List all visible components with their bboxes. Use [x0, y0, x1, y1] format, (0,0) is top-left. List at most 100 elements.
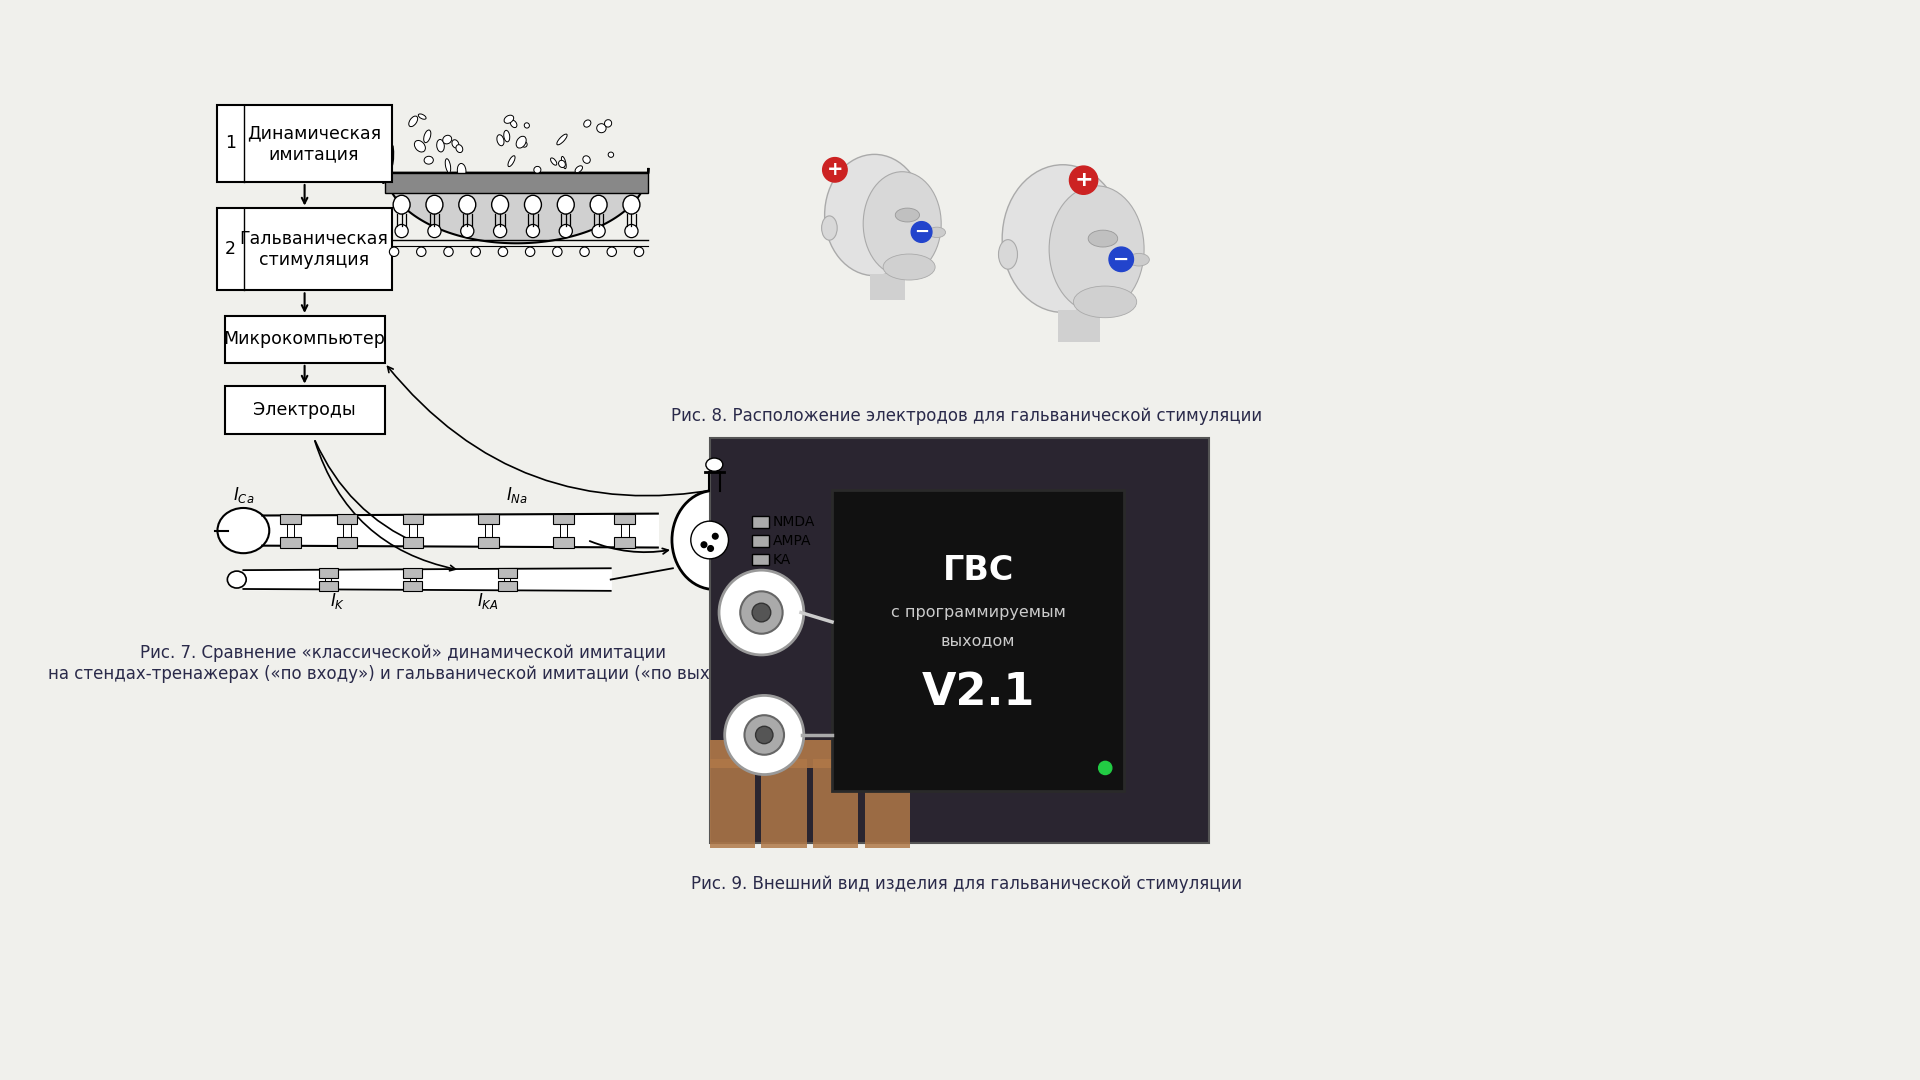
Ellipse shape: [445, 159, 451, 173]
Ellipse shape: [584, 156, 589, 163]
Bar: [870, 274, 904, 300]
Text: $I_{KA}$: $I_{KA}$: [478, 591, 499, 611]
Ellipse shape: [522, 141, 528, 147]
Ellipse shape: [394, 195, 411, 214]
Bar: [217, 105, 392, 183]
Circle shape: [756, 726, 774, 744]
Bar: [753, 554, 770, 566]
Ellipse shape: [516, 136, 526, 148]
Ellipse shape: [1002, 165, 1123, 312]
Bar: [403, 568, 422, 578]
Ellipse shape: [1048, 186, 1144, 312]
Ellipse shape: [597, 124, 607, 133]
Text: Динамическая
имитация: Динамическая имитация: [248, 124, 380, 163]
Ellipse shape: [415, 140, 426, 152]
Text: Гальваническая
стимуляция: Гальваническая стимуляция: [240, 230, 388, 269]
Circle shape: [712, 534, 718, 539]
Circle shape: [493, 225, 507, 238]
Text: $I_{K}$: $I_{K}$: [330, 591, 346, 611]
Text: +: +: [828, 160, 843, 179]
Bar: [403, 514, 422, 524]
Ellipse shape: [444, 135, 451, 144]
Ellipse shape: [492, 195, 509, 214]
Text: AMPA: AMPA: [772, 534, 812, 548]
Circle shape: [559, 225, 572, 238]
Bar: [217, 208, 392, 291]
Bar: [814, 758, 858, 848]
Bar: [497, 581, 516, 591]
Bar: [384, 173, 649, 193]
Ellipse shape: [451, 139, 459, 148]
Bar: [1058, 310, 1100, 342]
Bar: [280, 514, 301, 524]
Circle shape: [1110, 247, 1133, 271]
Ellipse shape: [217, 508, 269, 553]
Ellipse shape: [622, 195, 639, 214]
Bar: [225, 387, 384, 433]
Text: ГВС: ГВС: [943, 554, 1014, 586]
Bar: [710, 740, 935, 768]
Text: −: −: [1114, 249, 1129, 269]
Circle shape: [526, 225, 540, 238]
Text: $I_{Na}$: $I_{Na}$: [505, 485, 528, 505]
Bar: [336, 537, 357, 548]
Circle shape: [720, 570, 804, 654]
Bar: [403, 581, 422, 591]
Ellipse shape: [505, 116, 515, 123]
Ellipse shape: [457, 163, 467, 178]
Text: Рис. 8. Расположение электродов для гальванической стимуляции: Рис. 8. Расположение электродов для галь…: [672, 407, 1261, 424]
Ellipse shape: [419, 114, 426, 119]
Bar: [319, 568, 338, 578]
Ellipse shape: [559, 160, 564, 167]
Bar: [403, 537, 422, 548]
Bar: [753, 516, 770, 528]
Ellipse shape: [557, 195, 574, 214]
Circle shape: [526, 247, 536, 256]
Ellipse shape: [883, 254, 935, 280]
Text: KA: KA: [772, 553, 791, 567]
Ellipse shape: [998, 240, 1018, 269]
Ellipse shape: [589, 195, 607, 214]
Ellipse shape: [927, 227, 945, 238]
Bar: [478, 537, 499, 548]
Text: Рис. 9. Внешний вид изделия для гальванической стимуляции: Рис. 9. Внешний вид изделия для гальвани…: [691, 875, 1242, 893]
Text: Рис. 7. Сравнение «классической» динамической имитации: Рис. 7. Сравнение «классической» динамич…: [140, 644, 666, 662]
Ellipse shape: [609, 152, 614, 158]
Ellipse shape: [227, 571, 246, 588]
Text: 1: 1: [225, 134, 236, 152]
Ellipse shape: [503, 131, 509, 141]
Ellipse shape: [509, 156, 515, 166]
Circle shape: [822, 158, 847, 183]
Ellipse shape: [511, 120, 516, 127]
Circle shape: [470, 247, 480, 256]
Ellipse shape: [1073, 286, 1137, 318]
Ellipse shape: [455, 145, 463, 152]
Bar: [753, 536, 770, 546]
Circle shape: [580, 247, 589, 256]
Ellipse shape: [424, 130, 430, 143]
Ellipse shape: [824, 154, 924, 275]
Circle shape: [461, 225, 474, 238]
Ellipse shape: [524, 195, 541, 214]
Ellipse shape: [1089, 230, 1117, 247]
Bar: [831, 490, 1123, 792]
Circle shape: [1098, 761, 1112, 774]
Ellipse shape: [436, 139, 444, 152]
Ellipse shape: [822, 216, 837, 240]
Ellipse shape: [497, 135, 505, 146]
Circle shape: [591, 225, 605, 238]
Ellipse shape: [576, 165, 582, 173]
Circle shape: [745, 715, 783, 755]
Circle shape: [753, 604, 770, 622]
Bar: [319, 581, 338, 591]
Circle shape: [607, 247, 616, 256]
Bar: [497, 568, 516, 578]
Ellipse shape: [534, 166, 541, 173]
Circle shape: [390, 247, 399, 256]
Ellipse shape: [895, 208, 920, 222]
Text: NMDA: NMDA: [772, 515, 816, 529]
Ellipse shape: [424, 157, 434, 164]
Bar: [614, 537, 636, 548]
Ellipse shape: [459, 195, 476, 214]
Ellipse shape: [584, 120, 591, 127]
